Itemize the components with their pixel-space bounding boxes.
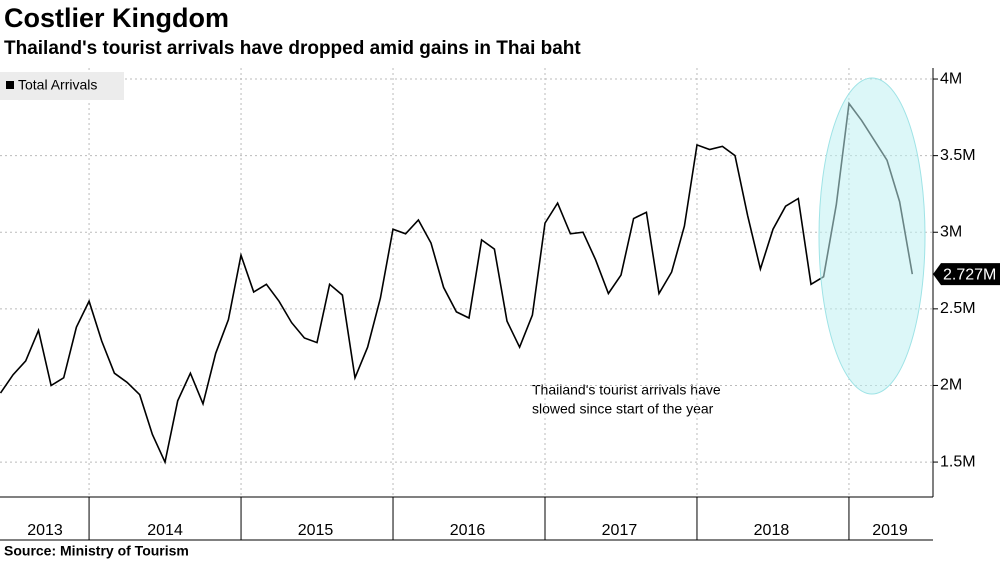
x-tick-label: 2019 bbox=[872, 522, 908, 539]
y-tick-label: 4M bbox=[940, 70, 962, 87]
x-tick-label: 2013 bbox=[27, 522, 63, 539]
data-line bbox=[0, 101, 914, 465]
legend-swatch bbox=[6, 81, 14, 89]
x-tick-label: 2018 bbox=[754, 522, 790, 539]
value-label-box bbox=[933, 263, 1000, 286]
y-tick-label: 3.5M bbox=[940, 147, 976, 164]
x-tick-label: 2017 bbox=[602, 522, 638, 539]
x-tick-label: 2016 bbox=[450, 522, 486, 539]
source: Source: Ministry of Tourism bbox=[4, 543, 189, 559]
y-tick-label: 1.5M bbox=[940, 453, 976, 470]
legend-box bbox=[0, 72, 124, 100]
annotation: slowed since start of the year bbox=[532, 401, 714, 417]
legend: Total Arrivals bbox=[0, 72, 124, 100]
annotation: Thailand's tourist arrivals have bbox=[532, 382, 721, 398]
y-tick-label: 2M bbox=[940, 377, 962, 394]
x-tick-label: 2014 bbox=[147, 522, 183, 539]
legend-label: Total Arrivals bbox=[18, 77, 97, 93]
x-tick-label: 2015 bbox=[298, 522, 334, 539]
chart-title: Costlier Kingdom bbox=[4, 3, 229, 33]
chart-subtitle: Thailand's tourist arrivals have dropped… bbox=[4, 38, 581, 59]
y-tick-label: 3M bbox=[940, 223, 962, 240]
highlight bbox=[818, 77, 926, 395]
y-tick-label: 2.5M bbox=[940, 300, 976, 317]
value-label: 2.727M bbox=[943, 266, 996, 283]
